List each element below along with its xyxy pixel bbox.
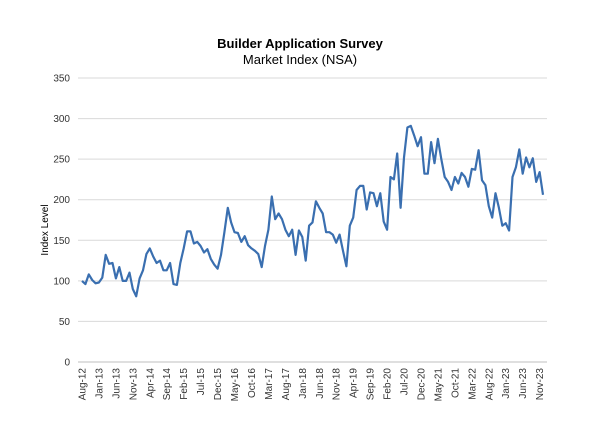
- x-tick-label: May-16: [230, 368, 241, 402]
- x-tick-label: Dec-20: [416, 368, 427, 401]
- x-tick-label: May-21: [433, 368, 444, 402]
- x-tick-label: Nov-18: [332, 368, 343, 401]
- y-tick-label: 200: [53, 195, 70, 206]
- series-line: [81, 124, 545, 298]
- x-tick-label: Jan-13: [94, 368, 105, 399]
- x-tick-label: Mar-17: [264, 368, 275, 400]
- x-tick-label: Jun-18: [315, 368, 326, 399]
- x-tick-label: Oct-21: [450, 368, 461, 398]
- x-tick-label: Jul-15: [196, 368, 207, 396]
- y-tick-label: 150: [53, 236, 70, 247]
- x-tick-label: Dec-15: [213, 368, 224, 401]
- x-tick-label: Aug-17: [281, 368, 292, 401]
- x-tick-label: Jan-23: [501, 368, 512, 399]
- y-tick-label: 0: [64, 358, 70, 369]
- x-tick-label: Aug-22: [484, 368, 495, 401]
- x-tick-label: Jun-13: [111, 368, 122, 399]
- x-tick-label: Feb-20: [383, 368, 394, 400]
- y-tick-label: 350: [53, 74, 70, 85]
- y-tick-label: 250: [53, 155, 70, 166]
- x-tick-label: Jun-23: [518, 368, 529, 399]
- chart-title: Builder Application Survey: [217, 36, 383, 51]
- x-tick-label: Jan-18: [298, 368, 309, 399]
- x-tick-label: Nov-13: [128, 368, 139, 401]
- x-tick-label: Apr-19: [349, 368, 360, 398]
- x-tick-label: Feb-15: [179, 368, 190, 400]
- x-tick-label: Nov-23: [535, 368, 546, 401]
- x-tick-label: Aug-12: [78, 368, 89, 401]
- x-tick-label: Oct-16: [247, 368, 258, 398]
- x-tick-label: Mar-22: [467, 368, 478, 400]
- x-tick-label: Apr-14: [145, 368, 156, 398]
- y-axis-label: Index Level: [40, 204, 51, 255]
- x-tick-label: Sep-19: [366, 368, 377, 401]
- x-tick-label: Sep-14: [162, 368, 173, 401]
- y-tick-label: 300: [53, 114, 70, 125]
- x-tick-label: Jul-20: [400, 368, 411, 396]
- y-tick-label: 100: [53, 276, 70, 287]
- y-tick-label: 50: [59, 317, 71, 328]
- chart-subtitle: Market Index (NSA): [242, 52, 358, 67]
